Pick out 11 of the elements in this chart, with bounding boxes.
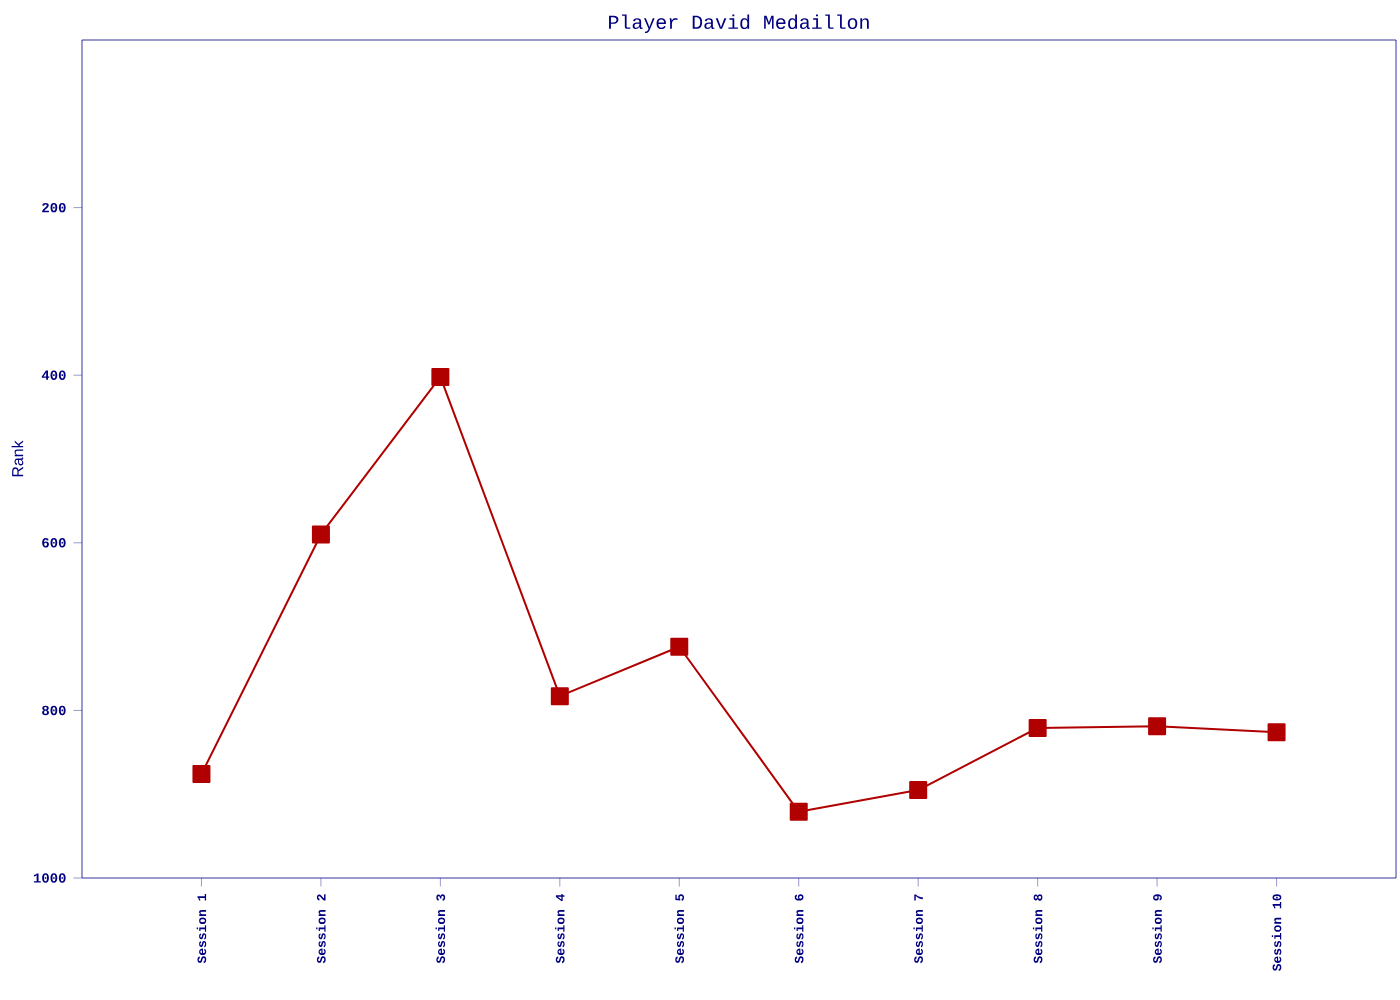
point [909,781,928,800]
point [789,802,808,821]
point [192,765,211,784]
point [1028,719,1047,738]
point [550,687,569,706]
point [670,637,689,656]
point [311,525,330,544]
point [1267,723,1286,742]
point [431,367,450,386]
chart-title: Player David Medaillon [609,14,869,33]
point [1148,717,1167,736]
